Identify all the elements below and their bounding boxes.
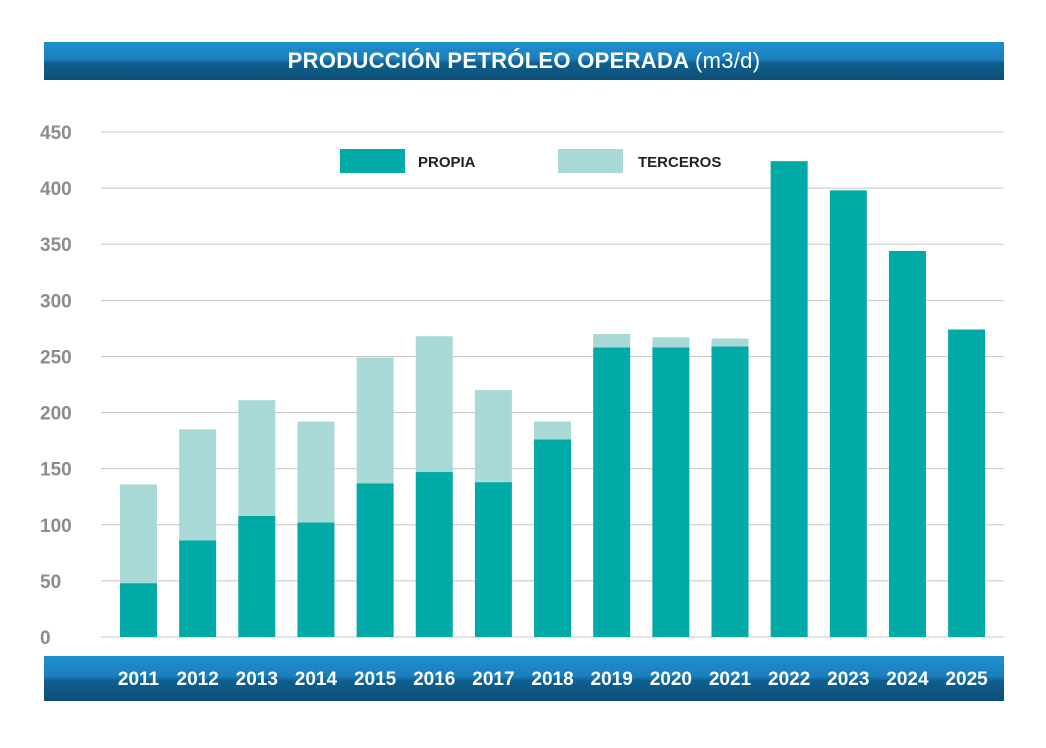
bar-propia bbox=[179, 540, 217, 637]
y-tick-label: 0 bbox=[40, 628, 51, 649]
y-tick-label: 400 bbox=[40, 179, 72, 200]
legend-swatch-terceros bbox=[558, 149, 623, 173]
title-band: PRODUCCIÓN PETRÓLEO OPERADA (m3/d) bbox=[44, 42, 1004, 80]
x-tick-label: 2021 bbox=[709, 669, 752, 690]
bar-terceros bbox=[711, 338, 749, 347]
chart-title-unit: (m3/d) bbox=[694, 48, 761, 73]
legend-label-terceros: TERCEROS bbox=[638, 154, 721, 171]
x-axis-band bbox=[44, 656, 1004, 701]
bar-propia bbox=[238, 515, 276, 637]
bar-propia bbox=[770, 161, 808, 637]
bar-terceros bbox=[534, 421, 572, 440]
x-tick-label: 2013 bbox=[236, 669, 278, 690]
x-tick-label: 2022 bbox=[768, 669, 810, 690]
x-tick-label: 2015 bbox=[354, 669, 397, 690]
y-tick-label: 150 bbox=[40, 460, 72, 481]
y-tick-label: 450 bbox=[40, 123, 72, 144]
x-tick-label: 2024 bbox=[886, 669, 929, 690]
bar-terceros bbox=[238, 400, 276, 516]
bar-propia bbox=[474, 482, 512, 637]
bar-terceros bbox=[415, 336, 453, 473]
x-tick-label: 2012 bbox=[177, 669, 219, 690]
y-tick-label: 200 bbox=[40, 404, 72, 425]
bar-terceros bbox=[120, 484, 157, 584]
bar-terceros bbox=[297, 421, 335, 523]
bar-propia bbox=[415, 472, 453, 637]
legend-swatch-propia bbox=[340, 149, 405, 173]
x-tick-label: 2025 bbox=[945, 669, 988, 690]
x-tick-label: 2016 bbox=[413, 669, 455, 690]
y-tick-label: 100 bbox=[40, 516, 72, 537]
bar-terceros bbox=[179, 429, 217, 541]
bar-propia bbox=[948, 329, 986, 637]
y-tick-label: 350 bbox=[40, 235, 72, 256]
x-tick-label: 2020 bbox=[650, 669, 692, 690]
bar-terceros bbox=[652, 337, 690, 348]
bar-propia bbox=[356, 483, 394, 637]
bar-terceros bbox=[474, 390, 512, 483]
x-tick-label: 2018 bbox=[531, 669, 573, 690]
x-tick-label: 2011 bbox=[118, 669, 160, 690]
bar-propia bbox=[711, 346, 749, 637]
bar-propia bbox=[829, 190, 867, 637]
bar-propia bbox=[297, 522, 335, 637]
x-tick-label: 2017 bbox=[472, 669, 514, 690]
bar-terceros bbox=[593, 334, 631, 348]
bar-propia bbox=[120, 583, 157, 637]
bar-propia bbox=[593, 347, 631, 637]
x-tick-label: 2023 bbox=[827, 669, 869, 690]
y-tick-label: 300 bbox=[40, 291, 72, 312]
x-tick-label: 2019 bbox=[591, 669, 633, 690]
bar-propia bbox=[534, 439, 572, 637]
legend-label-propia: PROPIA bbox=[418, 154, 476, 171]
y-tick-label: 250 bbox=[40, 347, 72, 368]
bar-propia bbox=[888, 250, 926, 637]
bar-propia bbox=[652, 347, 690, 637]
chart-title-text: PRODUCCIÓN PETRÓLEO OPERADA bbox=[287, 48, 689, 73]
bar-terceros bbox=[356, 357, 394, 484]
y-tick-label: 50 bbox=[40, 572, 61, 593]
chart-title: PRODUCCIÓN PETRÓLEO OPERADA (m3/d) bbox=[288, 48, 761, 74]
x-tick-label: 2014 bbox=[295, 669, 338, 690]
